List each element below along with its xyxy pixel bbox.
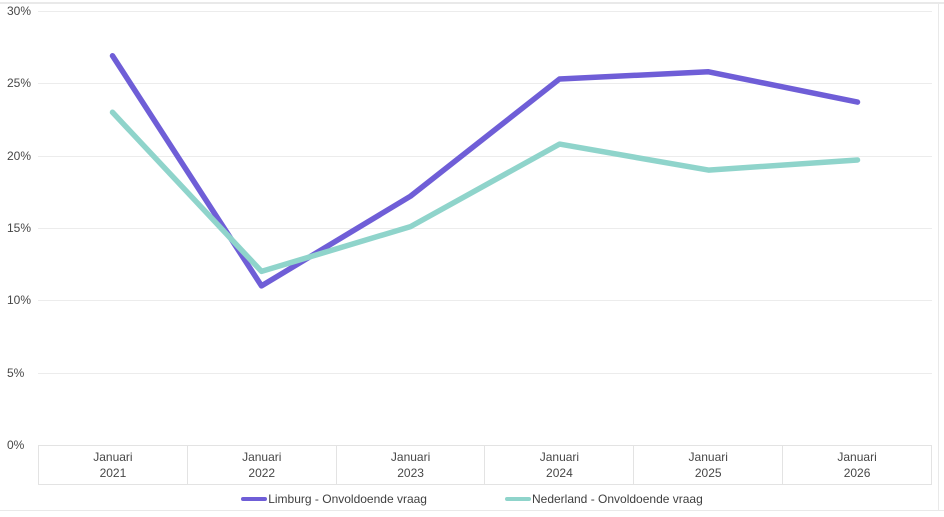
- series-line-nederland: [109, 109, 861, 275]
- series-line-limburg: [109, 53, 861, 289]
- x-axis-tick-cell: Januari 2024: [485, 446, 635, 484]
- x-axis-tick-cell: Januari 2026: [783, 446, 932, 484]
- x-axis-tick-cell: Januari 2022: [188, 446, 337, 484]
- chart-right-border: [938, 2, 939, 511]
- y-axis-tick-label: 25%: [7, 76, 32, 91]
- x-axis-tick-cell: Januari 2021: [39, 446, 188, 484]
- legend-item-limburg: Limburg - Onvoldoende vraag: [241, 492, 427, 506]
- x-tick-year-label: 2022: [248, 465, 276, 480]
- gridline: [38, 228, 932, 229]
- legend-line-swatch: [241, 496, 268, 502]
- x-tick-month-label: Januari: [93, 449, 133, 464]
- chart-top-border: [0, 2, 944, 4]
- x-tick-year-label: 2026: [843, 465, 871, 480]
- chart-bottom-border: [0, 510, 944, 511]
- chart-legend: Limburg - Onvoldoende vraag Nederland - O…: [0, 488, 944, 510]
- y-axis-tick-label: 0%: [7, 438, 25, 452]
- y-axis-tick-label: 10%: [7, 293, 32, 308]
- x-tick-year-label: 2024: [546, 465, 573, 480]
- gridline: [38, 155, 932, 157]
- legend-label: Nederland - Onvoldoende vraag: [531, 492, 703, 506]
- legend-line-swatch: [504, 496, 531, 502]
- x-tick-month-label: Januari: [688, 449, 728, 464]
- x-axis: Januari 2021 Januari 2022 Januari 2023 Januari…: [38, 445, 932, 485]
- y-axis-tick-label: 30%: [7, 4, 32, 18]
- y-axis-tick-label: 20%: [7, 148, 32, 163]
- y-axis-tick-label: 5%: [7, 365, 25, 380]
- legend-item-nederland: Nederland - Onvoldoende vraag: [504, 492, 703, 506]
- gridline: [38, 83, 932, 85]
- x-tick-month-label: Januari: [390, 449, 431, 464]
- x-tick-month-label: Januari: [539, 449, 580, 464]
- series-lines: [109, 53, 861, 289]
- gridline: [38, 372, 932, 374]
- gridline: [38, 300, 932, 302]
- x-tick-month-label: Januari: [837, 449, 877, 464]
- x-tick-year-label: 2021: [99, 465, 127, 480]
- x-tick-year-label: 2025: [694, 465, 722, 480]
- x-tick-month-label: Januari: [242, 449, 282, 464]
- x-tick-year-label: 2023: [397, 465, 424, 480]
- legend-label: Limburg - Onvoldoende vraag: [268, 492, 427, 506]
- gridline: [38, 11, 932, 12]
- x-axis-tick-cell: Januari 2025: [634, 446, 784, 484]
- y-axis-tick-label: 15%: [7, 221, 32, 235]
- x-axis-tick-cell: Januari 2023: [337, 446, 486, 484]
